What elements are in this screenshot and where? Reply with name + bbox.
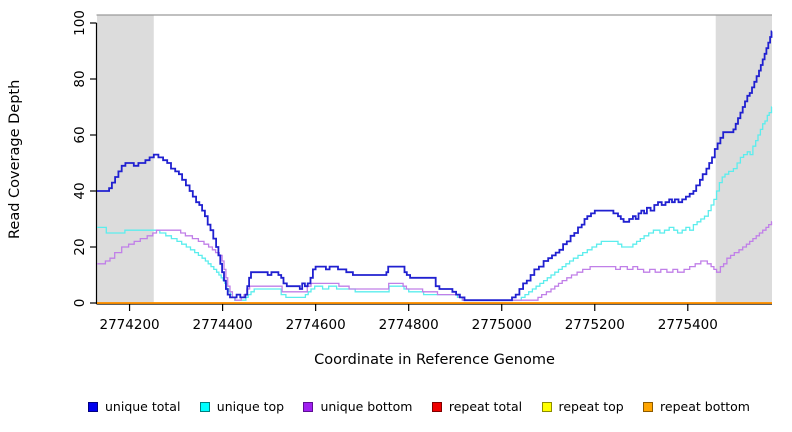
- legend-item-unique-top: unique top: [199, 399, 285, 414]
- legend-label: repeat bottom: [660, 399, 750, 414]
- x-tick-label: 2774800: [379, 317, 439, 333]
- y-tick-label: 60: [72, 126, 88, 143]
- series-unique-bottom: [97, 221, 773, 301]
- legend-item-unique-bottom: unique bottom: [303, 399, 413, 414]
- y-tick-label: 0: [72, 299, 88, 308]
- legend-swatch-icon: [303, 401, 314, 412]
- x-tick-label: 2775200: [565, 317, 625, 333]
- legend-swatch-icon: [88, 401, 98, 412]
- x-axis-title: Coordinate in Reference Genome: [314, 352, 555, 368]
- legend-label: unique bottom: [320, 399, 413, 414]
- x-tick-label: 2774600: [286, 317, 346, 333]
- y-tick-label: 40: [72, 182, 88, 199]
- series-unique-total: [97, 30, 773, 302]
- x-tick-label: 2774200: [100, 317, 160, 333]
- legend-label: unique top: [216, 399, 285, 414]
- shaded-region-0: [97, 15, 154, 303]
- legend-swatch-icon: [643, 401, 654, 412]
- legend-item-repeat-bottom: repeat bottom: [643, 399, 750, 414]
- x-tick-label: 2775400: [658, 317, 718, 333]
- x-tick-label: 2774400: [193, 317, 253, 333]
- legend-label: repeat total: [448, 399, 523, 414]
- y-tick-label: 80: [72, 70, 88, 87]
- legend-swatch-icon: [431, 401, 442, 412]
- legend-item-unique-total: unique total: [88, 399, 180, 414]
- legend-swatch-icon: [541, 401, 552, 412]
- legend-swatch-icon: [199, 401, 210, 412]
- legend-label: repeat top: [558, 399, 624, 414]
- y-tick-label: 100: [72, 10, 88, 36]
- x-tick-label: 2775000: [472, 317, 532, 333]
- legend-item-repeat-total: repeat total: [431, 399, 523, 414]
- shaded-region-1: [715, 15, 772, 303]
- legend-label: unique total: [105, 399, 181, 414]
- legend: unique total unique top unique bottom repea…: [88, 399, 750, 414]
- series-unique-top: [97, 106, 773, 301]
- y-tick-label: 20: [72, 238, 88, 255]
- legend-item-repeat-top: repeat top: [541, 399, 624, 414]
- y-axis-title: Read Coverage Depth: [7, 79, 23, 239]
